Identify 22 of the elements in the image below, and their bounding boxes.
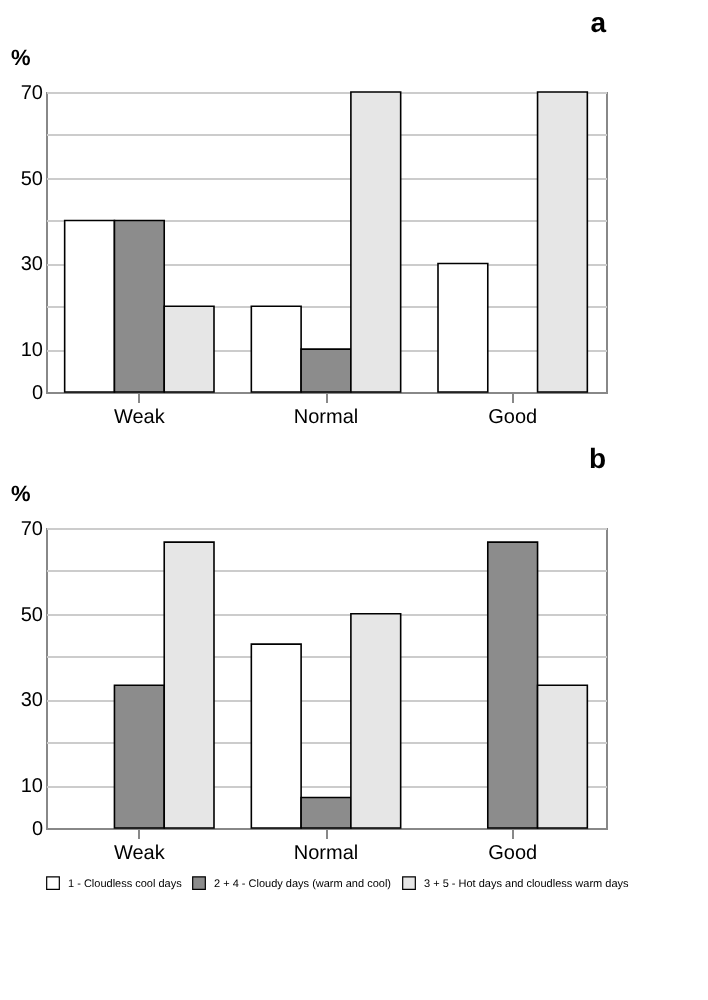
x-tick-label: Good [488,843,538,865]
x-tick-label: Good [488,407,538,429]
y-tick-label: 30 [20,690,44,713]
y-tick-label: 50 [20,168,44,191]
y-tick-label: 10 [20,776,44,799]
bar [536,91,589,393]
x-tick-label: Weak [113,407,167,429]
bar [437,262,489,393]
chart-title: a [590,6,607,38]
y-tick-label: 50 [20,604,44,627]
y-tick-label: 0 [31,819,44,841]
y-tick-label: 30 [20,254,44,277]
y-tick-label: 70 [20,519,44,541]
y-tick-label: 0 [31,383,44,405]
y-axis-title: % [11,47,31,71]
y-tick-label: 10 [20,340,44,363]
y-axis-title: % [11,483,31,507]
y-tick-label: 70 [20,83,44,105]
x-tick-label: Normal [293,843,359,865]
x-tick-label: Normal [293,407,359,429]
x-tick-label: Weak [113,843,167,865]
chart-title: b [588,442,606,474]
